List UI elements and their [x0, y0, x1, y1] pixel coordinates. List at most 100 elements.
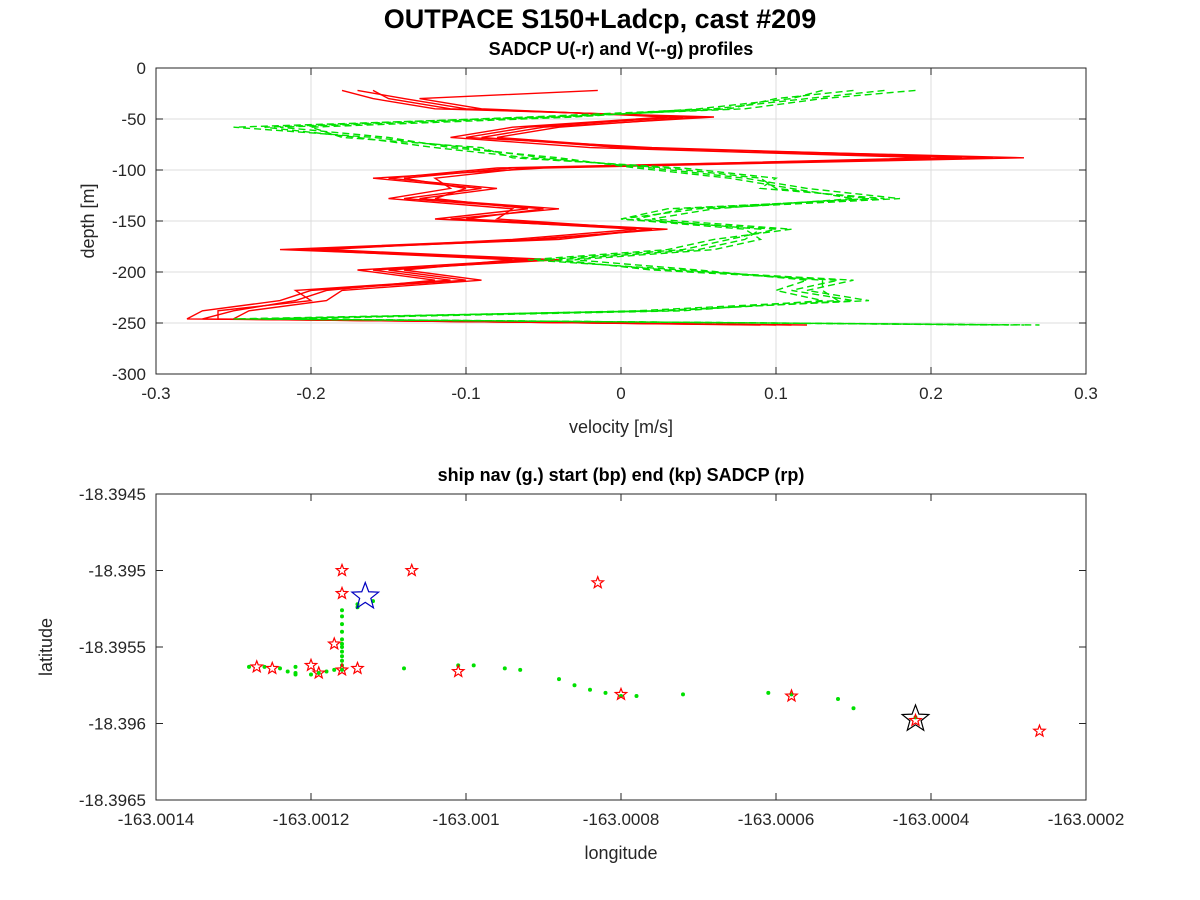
x-tick-label: 0.1 [764, 384, 788, 403]
ship-nav-point [518, 667, 523, 672]
ship-nav-point [766, 690, 771, 695]
profile-plot-ylabel: depth [m] [78, 183, 98, 258]
ship-nav-point [681, 692, 685, 697]
x-tick-label: -163.0012 [273, 810, 350, 829]
y-tick-label: -18.396 [88, 715, 146, 734]
ship-nav-point [332, 667, 337, 672]
ship-nav-point [340, 658, 344, 663]
ship-nav-point [340, 614, 344, 619]
sadcp-star [326, 636, 342, 651]
x-tick-label: -0.3 [141, 384, 170, 403]
sadcp-star [404, 562, 420, 577]
sadcp-star [908, 712, 923, 727]
y-tick-label: -18.3945 [79, 485, 146, 504]
y-tick-label: -250 [112, 314, 146, 333]
sadcp-star [334, 562, 350, 577]
u-profile-line [217, 89, 963, 326]
ship-nav-point [340, 629, 344, 634]
profile-plot-title: SADCP U(-r) and V(--g) profiles [489, 39, 754, 59]
ship-nav-point [309, 672, 313, 677]
y-tick-label: -18.395 [88, 562, 146, 581]
ship-nav-point [588, 687, 592, 692]
sadcp-star [350, 660, 365, 675]
y-tick-label: -18.3965 [79, 791, 146, 810]
ship-nav-point [340, 649, 344, 654]
u-profile-line [186, 89, 1025, 326]
profile-plot-xlabel: velocity [m/s] [569, 417, 673, 437]
nav-plot-marks [247, 562, 1047, 738]
x-tick-label: 0 [616, 384, 625, 403]
sadcp-star [303, 657, 319, 672]
sadcp-star [613, 686, 629, 701]
ship-nav-point [285, 669, 290, 674]
ship-nav-point [247, 664, 251, 669]
profile-plot-marks [186, 89, 1040, 326]
x-tick-label: -163.0002 [1048, 810, 1125, 829]
ship-nav-point [340, 608, 344, 613]
x-tick-label: -163.0008 [583, 810, 660, 829]
ship-nav-point [262, 664, 267, 669]
x-tick-label: -163.0004 [893, 810, 970, 829]
ship-nav-point [557, 677, 561, 682]
nav-plot-area [156, 494, 1086, 800]
ship-nav-point [293, 664, 298, 669]
profile-plot: SADCP U(-r) and V(--g) profiles -0.3 -0.2… [78, 39, 1098, 437]
ship-nav-point [340, 641, 344, 646]
sadcp-star [450, 663, 466, 678]
y-tick-label: -50 [121, 110, 146, 129]
ship-nav-point [316, 671, 321, 675]
ship-nav-point [851, 706, 856, 711]
ship-nav-point [603, 690, 608, 695]
sadcp-star [334, 585, 350, 600]
ship-nav-point [293, 672, 298, 677]
sadcp-star [784, 688, 799, 703]
u-profile-line [202, 89, 994, 326]
ship-nav-point [836, 697, 840, 701]
v-profile-line [233, 89, 1040, 326]
ship-nav-point [340, 667, 344, 672]
x-tick-label: -163.0014 [118, 810, 195, 829]
ship-nav-point [324, 669, 329, 674]
sadcp-star [1032, 723, 1047, 738]
nav-plot-ticks: -163.0014 -163.0012 -163.001 -163.0008 -163.… [79, 485, 1124, 829]
ship-nav-point [340, 622, 344, 627]
sadcp-star [590, 575, 606, 589]
ship-nav-point [278, 666, 282, 671]
y-tick-label: -300 [112, 365, 146, 384]
nav-plot: ship nav (g.) start (bp) end (kp) SADCP … [36, 465, 1124, 863]
v-profile-line [264, 89, 1009, 326]
ship-nav-point [502, 666, 507, 671]
y-tick-label: -18.3955 [79, 638, 146, 657]
sadcp-star [249, 659, 265, 674]
ship-nav-point [634, 694, 639, 698]
start-star [350, 580, 381, 610]
sadcp-star [264, 660, 280, 675]
x-tick-label: -163.001 [432, 810, 499, 829]
ship-nav-point [572, 683, 577, 688]
ship-nav-point [340, 645, 344, 649]
y-tick-label: -100 [112, 161, 146, 180]
v-profile-line [248, 89, 1025, 326]
ship-nav-point [471, 663, 476, 668]
ship-nav-point [340, 654, 344, 659]
sadcp-star [311, 665, 327, 680]
x-tick-label: -0.2 [296, 384, 325, 403]
nav-plot-xlabel: longitude [584, 843, 657, 863]
y-tick-label: -200 [112, 263, 146, 282]
end-star [900, 703, 931, 732]
y-tick-label: 0 [137, 59, 146, 78]
x-tick-label: -163.0006 [738, 810, 815, 829]
profile-plot-ticks: -0.3 -0.2 -0.1 0 0.1 0.2 0.3 0 -50 -100 -150 -200 -2… [112, 59, 1098, 403]
x-tick-label: -0.1 [451, 384, 480, 403]
u-profile-line [233, 89, 932, 326]
ship-nav-point [402, 666, 406, 671]
nav-plot-ylabel: latitude [36, 618, 56, 676]
figure-title: OUTPACE S150+Ladcp, cast #209 [384, 4, 816, 34]
x-tick-label: 0.2 [919, 384, 943, 403]
y-tick-label: -150 [112, 212, 146, 231]
nav-plot-title: ship nav (g.) start (bp) end (kp) SADCP … [438, 465, 805, 485]
ship-nav-point [340, 637, 344, 642]
x-tick-label: 0.3 [1074, 384, 1098, 403]
sadcp-star [334, 662, 350, 677]
